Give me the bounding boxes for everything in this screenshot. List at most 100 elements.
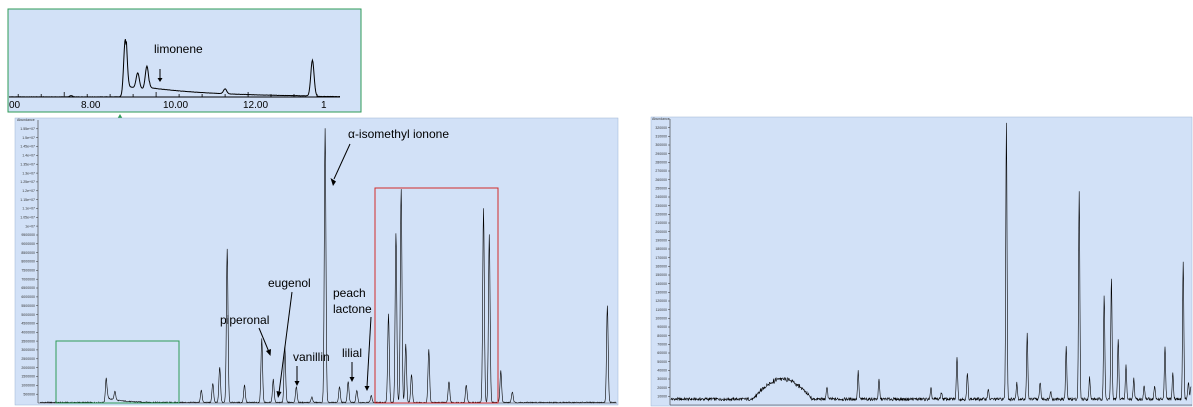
inset-trace	[8, 39, 341, 98]
right-y-tick-label: 320000	[655, 126, 667, 130]
label-vanillin: vanillin	[293, 350, 330, 364]
inset-frame	[7, 8, 362, 113]
left-y-tick-label: 1.3e+07	[22, 171, 35, 175]
right-y-tick-label: 230000	[655, 204, 667, 208]
left-plot-area	[14, 117, 619, 406]
inset-arrowhead-limonene	[157, 78, 163, 82]
arrowhead-peach-lactone	[364, 386, 370, 391]
right-y-tick-label: 250000	[655, 187, 667, 191]
left-y-tick-label: 2000000	[21, 366, 35, 370]
left-y-tick-label: 1.1e+07	[22, 207, 35, 211]
left-y-tick-label: 1.2e+07	[22, 189, 35, 193]
label-isomethyl-ionone: α-isomethyl ionone	[348, 127, 449, 141]
arrow-isomethyl-ionone	[333, 143, 351, 180]
right-y-tick-label: 190000	[655, 239, 667, 243]
left-y-tick-label: 1.4e+07	[22, 154, 35, 158]
left-y-tick-label: 3500000	[21, 339, 35, 343]
inset-xtick-1: 8.00	[81, 100, 101, 111]
left-y-tick-label: 6000000	[21, 295, 35, 299]
left-y-tick-label: 1.15e+07	[20, 198, 35, 202]
left-y-ticks: 1.55e+07 1.5e+07 1.45e+07 1.4e+07 1.35e+07 1.…	[20, 127, 38, 396]
right-y-tick-label: 60000	[657, 351, 667, 355]
right-y-tick-label: 120000	[655, 299, 667, 303]
left-y-tick-label: 9500000	[21, 233, 35, 237]
right-y-tick-label: 50000	[657, 360, 667, 364]
inset-xtick-4: 1	[321, 100, 327, 111]
label-lilial: lilial	[342, 346, 362, 360]
right-y-tick-label: 180000	[655, 247, 667, 251]
left-y-tick-label: 1.25e+07	[20, 180, 35, 184]
left-y-tick-label: 2500000	[21, 357, 35, 361]
left-zoom-box-green	[55, 340, 180, 404]
right-y-tick-label: 110000	[656, 308, 667, 312]
left-y-tick-label: 1.05e+07	[20, 216, 35, 220]
right-y-tick-label: 240000	[655, 195, 667, 199]
right-y-tick-label: 20000	[657, 386, 667, 390]
label-peach: peach	[333, 286, 366, 300]
right-y-tick-label: 300000	[655, 143, 667, 147]
left-y-tick-label: 1.45e+07	[20, 145, 35, 149]
right-y-tick-label: 200000	[655, 230, 667, 234]
inset-xtick-2: 10.00	[163, 100, 188, 111]
right-y-ticks: 320000 310000 300000 290000 280000 270000 2600…	[655, 126, 670, 399]
right-y-tick-label: 310000	[655, 135, 667, 139]
left-panel: Abundance 1.55e+07 1.5e+07 1.45e+07 1.4e+07…	[14, 117, 619, 406]
right-y-tick-label: 280000	[655, 161, 667, 165]
arrowhead-lilial	[349, 377, 355, 382]
arrow-peach-lactone	[366, 316, 372, 388]
right-y-tick-label: 80000	[657, 334, 667, 338]
label-lactone: lactone	[333, 302, 372, 316]
right-panel: Abundance 320000 310000 300000 290000 280000…	[650, 116, 1193, 407]
left-y-tick-label: 6500000	[21, 286, 35, 290]
right-y-tick-label: 130000	[655, 291, 667, 295]
left-y-axis-label: Abundance	[17, 118, 35, 122]
right-y-tick-label: 10000	[657, 395, 667, 399]
right-y-tick-label: 160000	[655, 265, 667, 269]
inset-xtick-0: 00	[9, 100, 21, 111]
right-y-tick-label: 170000	[655, 256, 667, 260]
right-y-tick-label: 290000	[655, 152, 667, 156]
right-y-axis-label: Abundance	[652, 117, 670, 121]
right-y-tick-label: 40000	[657, 369, 667, 373]
right-y-tick-label: 30000	[657, 377, 667, 381]
left-y-tick-label: 4000000	[21, 330, 35, 334]
right-plot-area	[650, 116, 1193, 407]
right-y-tick-label: 100000	[655, 317, 667, 321]
left-zoom-box-red	[374, 187, 499, 404]
left-y-tick-label: 1.5e+07	[22, 136, 35, 140]
right-y-tick-label: 150000	[655, 273, 667, 277]
inset-label-limonene: limonene	[154, 42, 203, 56]
left-y-tick-label: 500000	[23, 392, 35, 396]
inset-panel: 00 8.00 10.00 12.00 1 limonene	[7, 8, 362, 113]
right-y-tick-label: 70000	[657, 343, 667, 347]
label-piperonal: piperonal	[220, 313, 269, 327]
label-eugenol: eugenol	[268, 276, 311, 290]
left-y-tick-label: 1.35e+07	[20, 162, 35, 166]
right-y-tick-label: 90000	[657, 325, 667, 329]
left-y-tick-label: 4500000	[21, 322, 35, 326]
right-y-tick-label: 210000	[655, 221, 667, 225]
right-trace	[670, 122, 1192, 402]
left-y-tick-label: 9000000	[21, 242, 35, 246]
left-y-tick-label: 1500000	[21, 375, 35, 379]
arrowhead-vanillin	[294, 381, 300, 386]
left-trace	[39, 128, 617, 404]
left-y-tick-label: 1.55e+07	[20, 127, 35, 131]
arrow-eugenol	[278, 291, 293, 394]
arrowhead-eugenol	[276, 391, 282, 398]
left-y-tick-label: 7000000	[21, 277, 35, 281]
left-y-tick-label: 8500000	[21, 251, 35, 255]
arrowhead-isomethyl-ionone	[330, 178, 336, 186]
left-y-tick-label: 1000000	[21, 384, 35, 388]
right-y-tick-label: 220000	[655, 213, 667, 217]
inset-xtick-3: 12.00	[243, 100, 268, 111]
right-y-tick-label: 270000	[655, 169, 667, 173]
left-y-tick-label: 1e+07	[25, 224, 35, 228]
left-y-tick-label: 5000000	[21, 313, 35, 317]
arrow-piperonal	[258, 327, 270, 353]
arrowhead-piperonal	[266, 349, 271, 356]
left-y-tick-label: 7500000	[21, 269, 35, 273]
right-y-tick-label: 260000	[655, 178, 667, 182]
left-y-tick-label: 8000000	[21, 260, 35, 264]
